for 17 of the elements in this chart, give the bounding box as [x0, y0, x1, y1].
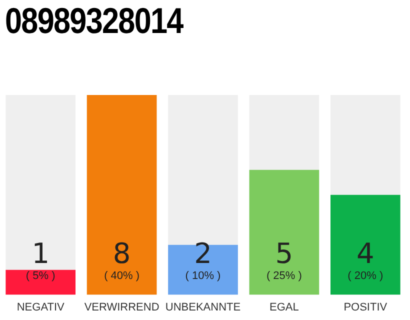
- x-tick-label: NEGATIV: [16, 301, 65, 314]
- data-label: 8: [112, 236, 131, 270]
- annotation: ( 40% ): [104, 270, 140, 282]
- x-tick-label: EGAL: [270, 301, 299, 314]
- x-tick-label: VERWIRREND: [84, 301, 160, 314]
- chart-title: 08989328014: [5, 0, 183, 42]
- x-tick-label: UNBEKANNTE: [165, 301, 241, 314]
- bar: [6, 270, 76, 295]
- annotation: ( 5% ): [26, 270, 56, 282]
- x-tick-label: POSITIV: [344, 301, 388, 314]
- data-label: 4: [356, 236, 374, 270]
- data-label: 1: [32, 236, 50, 270]
- annotation: ( 25% ): [266, 270, 302, 282]
- data-label: 2: [194, 236, 212, 270]
- annotation: ( 20% ): [348, 270, 384, 282]
- data-label: 5: [275, 236, 294, 270]
- annotation: ( 10% ): [185, 270, 221, 282]
